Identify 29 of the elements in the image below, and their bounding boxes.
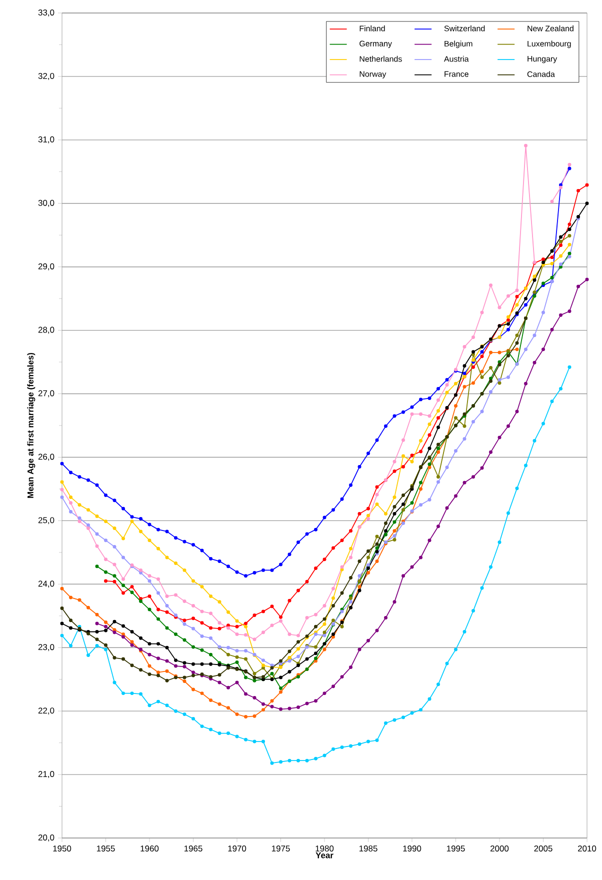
x-tick-label: 2005 bbox=[534, 846, 552, 852]
x-tick-label: 1975 bbox=[272, 846, 290, 852]
y-axis-title: Mean Age at first marriage (females) bbox=[27, 352, 36, 498]
x-tick-label: 1955 bbox=[96, 846, 115, 852]
x-tick-label: 1985 bbox=[359, 846, 378, 852]
y-tick-label: 32,0 bbox=[38, 72, 54, 80]
x-tick-label: 1995 bbox=[446, 846, 465, 852]
x-tick-label: 1970 bbox=[228, 846, 246, 852]
y-tick-label: 31,0 bbox=[38, 136, 54, 144]
y-tick-label: 28,0 bbox=[38, 326, 54, 334]
y-tick-label: 33,0 bbox=[38, 10, 54, 16]
y-tick-label: 25,0 bbox=[38, 517, 54, 524]
y-tick-label: 26,0 bbox=[38, 454, 54, 461]
y-tick-label: 21,0 bbox=[38, 771, 54, 778]
y-tick-label: 23,0 bbox=[38, 644, 54, 652]
y-tick-label: 20,0 bbox=[38, 834, 54, 842]
x-tick-label: 1990 bbox=[403, 846, 422, 852]
y-tick-label: 30,0 bbox=[38, 200, 54, 207]
y-tick-label: 24,0 bbox=[38, 580, 54, 588]
x-tick-label: 2010 bbox=[578, 846, 596, 852]
y-tick-label: 29,0 bbox=[38, 263, 54, 270]
x-tick-label: 1965 bbox=[184, 846, 202, 852]
x-tick-label: 1950 bbox=[53, 846, 72, 852]
y-tick-label: 22,0 bbox=[38, 708, 54, 715]
x-tick-label: 1980 bbox=[316, 846, 334, 852]
x-tick-label: 1960 bbox=[140, 846, 159, 852]
x-axis-title: Year bbox=[316, 852, 334, 858]
x-tick-label: 2000 bbox=[490, 846, 509, 852]
y-tick-label: 27,0 bbox=[38, 390, 54, 398]
